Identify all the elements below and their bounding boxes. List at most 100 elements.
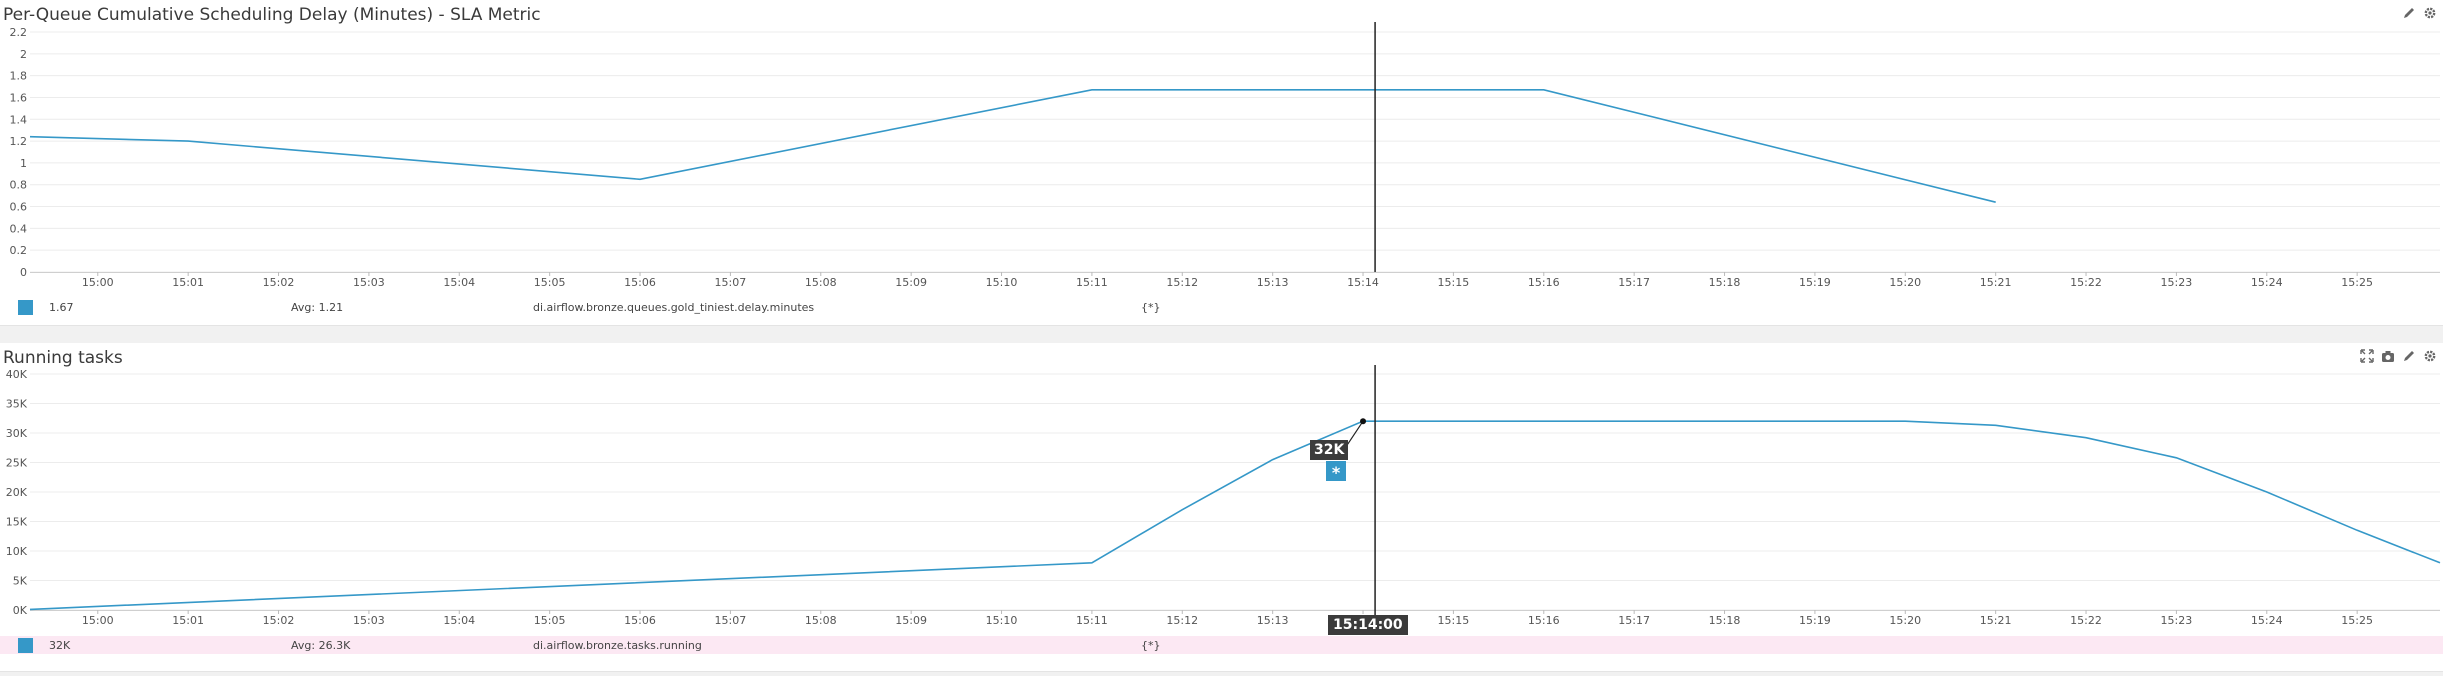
x-tick-label: 15:09: [895, 276, 927, 289]
y-tick-label: 1.2: [10, 135, 28, 148]
pencil-icon[interactable]: [2402, 6, 2416, 20]
x-tick-label: 15:08: [805, 614, 837, 627]
y-tick-label: 10K: [6, 545, 28, 558]
x-tick-label: 15:11: [1076, 614, 1108, 627]
x-tick-label: 15:19: [1799, 276, 1831, 289]
panel-title: Per-Queue Cumulative Scheduling Delay (M…: [3, 5, 541, 25]
x-tick-label: 15:23: [2161, 614, 2193, 627]
gear-icon[interactable]: [2423, 349, 2437, 363]
y-tick-label: 0K: [13, 604, 28, 617]
legend-scope: {*}: [1141, 301, 1161, 314]
x-tick-label: 15:03: [353, 614, 385, 627]
legend-metric: di.airflow.bronze.queues.gold_tiniest.de…: [533, 301, 815, 314]
pencil-icon[interactable]: [2402, 349, 2416, 363]
y-tick-label: 2.2: [10, 26, 28, 39]
panel-tools: [2402, 6, 2437, 20]
x-tick-label: 15:25: [2341, 276, 2373, 289]
legend-value: 32K: [49, 639, 71, 652]
legend-scope: {*}: [1141, 639, 1161, 652]
x-tick-label: 15:00: [82, 614, 114, 627]
x-tick-label: 15:01: [172, 276, 204, 289]
x-tick-label: 15:04: [443, 614, 475, 627]
camera-icon[interactable]: [2381, 349, 2395, 363]
y-tick-label: 1: [20, 157, 27, 170]
running-tasks-panel: Running tasks 0K 5K 10K 15K 20K 25K 30K 35K 40K 1…: [0, 343, 2443, 672]
expand-icon[interactable]: [2360, 349, 2374, 363]
legend-metric: di.airflow.bronze.tasks.running: [533, 639, 702, 652]
x-tick-label: 15:15: [1438, 614, 1470, 627]
x-tick-label: 15:21: [1980, 276, 2012, 289]
x-tick-label: 15:16: [1528, 276, 1560, 289]
highlight-point[interactable]: [1360, 418, 1367, 425]
x-tick-label: 15:17: [1618, 614, 1650, 627]
y-tick-label: 1.6: [10, 91, 28, 104]
y-tick-label: 0: [20, 266, 27, 279]
x-tick-label: 15:08: [805, 276, 837, 289]
legend-row[interactable]: 32K Avg: 26.3K di.airflow.bronze.tasks.r…: [0, 636, 2443, 654]
x-tick-label: 15:02: [263, 614, 295, 627]
tooltip-marker: *: [1326, 461, 1346, 482]
y-tick-label: 0.4: [10, 222, 28, 235]
x-tick-label: 15:24: [2251, 614, 2283, 627]
x-tick-label: 15:06: [624, 614, 656, 627]
x-tick-label: 15:07: [715, 614, 747, 627]
x-tick-label: 15:23: [2161, 276, 2193, 289]
x-tick-label: 15:22: [2070, 614, 2102, 627]
panel-title: Running tasks: [3, 348, 123, 368]
x-tick-label: 15:24: [2251, 276, 2283, 289]
delay-chart[interactable]: 0 0.2 0.4 0.6 0.8 1 1.2 1.4 1.6 1.8 2 2.2 15:00 15:01…: [0, 0, 2443, 300]
y-tick-label: 35K: [6, 398, 28, 411]
y-tick-label: 20K: [6, 486, 28, 499]
x-tick-label: 15:20: [1889, 614, 1921, 627]
x-tick-label: 15:00: [82, 276, 114, 289]
legend-row[interactable]: 1.67 Avg: 1.21 di.airflow.bronze.queues.…: [0, 298, 2443, 316]
x-tick-label: 15:01: [172, 614, 204, 627]
y-tick-label: 2: [20, 48, 27, 61]
series-line[interactable]: [29, 89, 1996, 203]
x-tick-label: 15:14: [1347, 276, 1379, 289]
series-swatch: [18, 638, 33, 653]
x-tick-label: 15:05: [534, 614, 566, 627]
y-tick-label: 1.4: [10, 113, 28, 126]
panel-tools: [2360, 349, 2437, 363]
y-tick-label: 5K: [13, 575, 28, 588]
x-tick-label: 15:25: [2341, 614, 2373, 627]
x-tick-label: 15:22: [2070, 276, 2102, 289]
gear-icon[interactable]: [2423, 6, 2437, 20]
legend-avg: Avg: 26.3K: [291, 639, 351, 652]
x-tick-label: 15:10: [986, 614, 1018, 627]
x-tick-label: 15:05: [534, 276, 566, 289]
y-tick-label: 40K: [6, 368, 28, 381]
y-tick-label: 15K: [6, 516, 28, 529]
running-tasks-chart[interactable]: 0K 5K 10K 15K 20K 25K 30K 35K 40K 15:00 15:01 15:02…: [0, 343, 2443, 643]
x-tick-label: 15:13: [1257, 276, 1289, 289]
x-tick-label: 15:18: [1709, 614, 1741, 627]
x-tick-label: 15:15: [1438, 276, 1470, 289]
x-tick-label: 15:09: [895, 614, 927, 627]
x-tick-label: 15:19: [1799, 614, 1831, 627]
y-tick-label: 0.2: [10, 244, 28, 257]
tooltip-value: 32K: [1310, 440, 1349, 460]
x-tick-label: 15:11: [1076, 276, 1108, 289]
series-line[interactable]: [29, 420, 2441, 611]
y-tick-label: 30K: [6, 427, 28, 440]
x-tick-label: 15:20: [1889, 276, 1921, 289]
legend-value: 1.67: [49, 301, 74, 314]
x-tick-label: 15:06: [624, 276, 656, 289]
x-tick-label: 15:13: [1257, 614, 1289, 627]
x-tick-label: 15:12: [1166, 614, 1198, 627]
legend-avg: Avg: 1.21: [291, 301, 344, 314]
y-tick-label: 0.6: [10, 201, 28, 214]
x-tick-label: 15:10: [986, 276, 1018, 289]
x-tick-label: 15:16: [1528, 614, 1560, 627]
series-swatch: [18, 300, 33, 315]
delay-panel: Per-Queue Cumulative Scheduling Delay (M…: [0, 0, 2443, 326]
y-tick-label: 25K: [6, 457, 28, 470]
x-tick-label: 15:07: [715, 276, 747, 289]
cursor-time-badge: 15:14:00: [1328, 615, 1408, 635]
y-tick-label: 0.8: [10, 179, 28, 192]
x-tick-label: 15:17: [1618, 276, 1650, 289]
x-tick-label: 15:02: [263, 276, 295, 289]
x-tick-label: 15:03: [353, 276, 385, 289]
x-tick-label: 15:18: [1709, 276, 1741, 289]
